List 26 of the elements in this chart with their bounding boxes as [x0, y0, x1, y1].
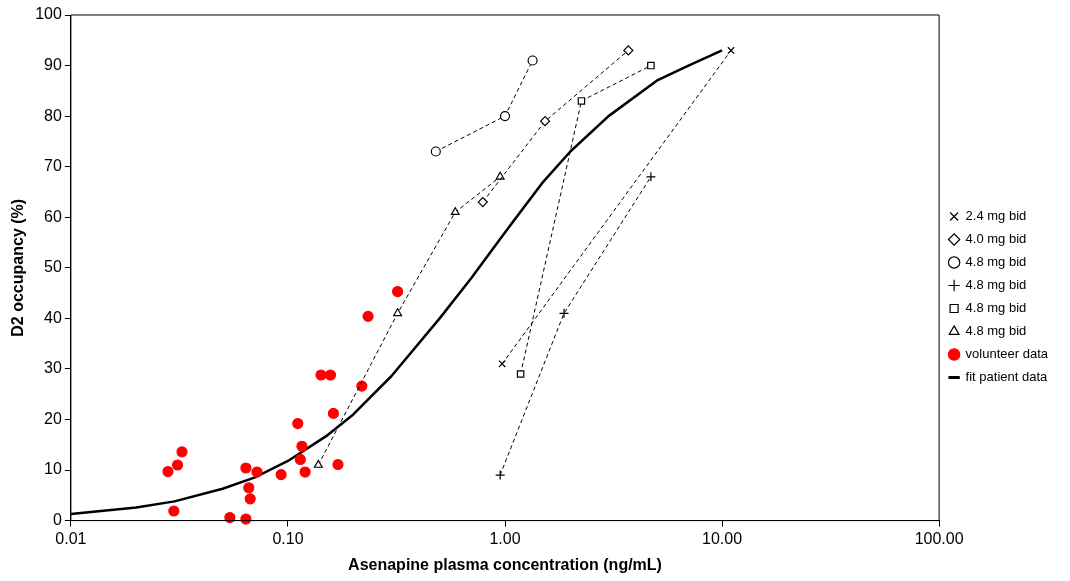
y-tick-label: 40 [44, 308, 62, 326]
y-tick-label: 30 [44, 359, 62, 377]
legend-label: fit patient data [965, 369, 1049, 385]
x-tick-label: 10.00 [702, 529, 743, 547]
legend-label: 4.8 mg bid [965, 277, 1027, 293]
y-tick-label: 50 [44, 258, 62, 276]
x-tick-label: 1.00 [489, 529, 521, 547]
y-tick-label: 0 [52, 511, 62, 529]
y-tick-label: 70 [44, 157, 62, 175]
legend-label: 4.0 mg bid [965, 231, 1027, 247]
y-tick-label: 60 [44, 207, 62, 225]
x-tick-label: 0.10 [272, 529, 304, 547]
y-tick-label: 100 [35, 5, 62, 23]
legend-label: 4.8 mg bid [965, 323, 1027, 339]
y-axis-title: D2 occupancy (%) [9, 198, 27, 337]
legend-label: 2.4 mg bid [965, 208, 1027, 224]
y-tick-label: 10 [44, 460, 62, 478]
y-tick-label: 90 [44, 55, 62, 73]
legend-label: volunteer data [965, 346, 1049, 362]
y-tick-label: 20 [44, 409, 62, 427]
legend-label: 4.8 mg bid [965, 254, 1027, 270]
x-tick-label: 0.01 [55, 529, 87, 547]
x-axis-title: Asenapine plasma concentration (ng/mL) [348, 555, 662, 573]
x-tick-label: 100.00 [914, 529, 964, 547]
y-tick-label: 80 [44, 106, 62, 124]
legend-label: 4.8 mg bid [965, 300, 1027, 316]
